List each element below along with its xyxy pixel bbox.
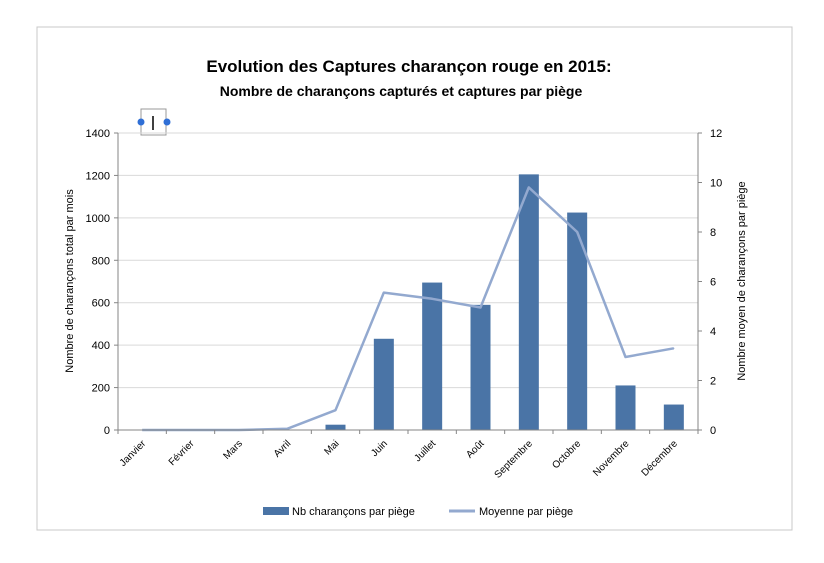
y2-axis-label: Nombre moyen de charançons par piège (736, 181, 748, 380)
chart-frame (36, 26, 793, 531)
y2-tick-label: 2 (710, 376, 716, 388)
chart-title: Evolution des Captures charançon rouge e… (206, 57, 611, 76)
bar-juillet (422, 282, 443, 430)
selection-handle[interactable] (137, 108, 171, 136)
bar-décembre (663, 404, 684, 430)
y-tick-label: 1400 (86, 128, 110, 140)
bar-juin (373, 338, 394, 430)
selection-handle-right[interactable] (163, 118, 171, 126)
line-point-avril (286, 428, 288, 430)
y-tick-label: 400 (92, 340, 110, 352)
y2-tick-label: 10 (710, 178, 722, 190)
y-tick-label: 600 (92, 298, 110, 310)
legend: Nb charançons par piège Moyenne par pièg… (263, 506, 573, 518)
legend-bar-swatch (263, 507, 289, 515)
chart-subtitle: Nombre de charançons capturés et capture… (220, 83, 583, 99)
bar-août (470, 304, 491, 430)
y-axis-label: Nombre de charançons total par mois (64, 189, 76, 373)
bar-series (325, 174, 684, 430)
gridlines (118, 132, 698, 389)
selection-handle-left[interactable] (137, 118, 145, 126)
right-axis-ticks: 0 2 4 6 8 10 12 (698, 128, 722, 437)
line-point-octobre (576, 231, 578, 233)
line-point-novembre (624, 356, 627, 358)
bar-octobre (567, 212, 588, 430)
left-axis-ticks: 0 200 400 600 800 1000 1200 1400 (86, 128, 118, 437)
line-point-mai (334, 409, 337, 411)
bar-septembre (518, 174, 539, 430)
y-tick-label: 200 (92, 383, 110, 395)
y2-tick-label: 8 (710, 227, 716, 239)
y2-tick-label: 0 (710, 425, 716, 437)
y-tick-label: 1000 (86, 213, 110, 225)
line-point-septembre (528, 186, 530, 189)
bar-novembre (615, 385, 636, 430)
y-tick-label: 1200 (86, 170, 110, 182)
bar-mai (325, 424, 346, 430)
line-point-août (479, 306, 482, 309)
y2-tick-label: 12 (710, 128, 722, 140)
legend-line-label: Moyenne par piège (479, 506, 573, 518)
line-point-juin (383, 292, 385, 294)
line-point-décembre (673, 347, 675, 349)
line-point-juillet (431, 298, 433, 300)
y2-tick-label: 4 (710, 326, 716, 338)
y-tick-label: 800 (92, 255, 110, 267)
y-tick-label: 0 (104, 425, 110, 437)
y2-tick-label: 6 (710, 277, 716, 289)
legend-bar-label: Nb charançons par piège (292, 506, 415, 518)
